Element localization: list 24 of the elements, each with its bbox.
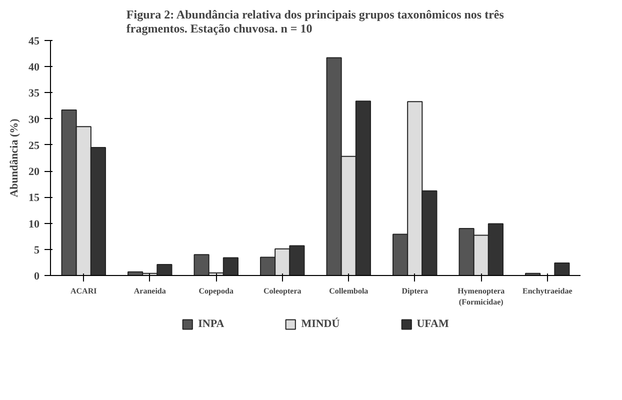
- x-tick-label: Coleoptera: [263, 286, 302, 296]
- y-tick-label: 45: [28, 36, 40, 48]
- y-tick-label: 5: [34, 244, 40, 256]
- chart-title: Figura 2: Abundância relativa dos principais grupos taxonômicos nos três fragmentos. Estação chuvosa. n = 10: [126, 8, 504, 36]
- x-tick-label: Diptera: [402, 286, 428, 296]
- x-tick-label: ACARI: [70, 286, 97, 296]
- y-axis-title: Abundância (%): [8, 118, 20, 198]
- y-tick-label: 15: [28, 192, 40, 204]
- x-tick-label: Enchytraeidae: [522, 286, 573, 296]
- y-tick-label: 20: [28, 166, 40, 178]
- y-tick-label: 40: [28, 62, 40, 74]
- legend-label: MINDÚ: [301, 318, 340, 330]
- y-tick-label: 35: [28, 88, 40, 100]
- y-tick-label: 10: [28, 218, 40, 230]
- legend-label: INPA: [198, 318, 224, 330]
- x-tick-label: Hymenoptera (Formicidae): [458, 286, 505, 306]
- x-tick-label: Copepoda: [198, 286, 234, 296]
- bar: [554, 262, 570, 276]
- y-tick-label: 25: [28, 140, 40, 152]
- x-tick-label: Collembola: [329, 286, 368, 296]
- x-tick-label: Araneida: [134, 286, 166, 296]
- y-tick-label: 0: [34, 270, 40, 282]
- y-tick-label: 30: [28, 114, 40, 126]
- legend-label: UFAM: [416, 318, 449, 330]
